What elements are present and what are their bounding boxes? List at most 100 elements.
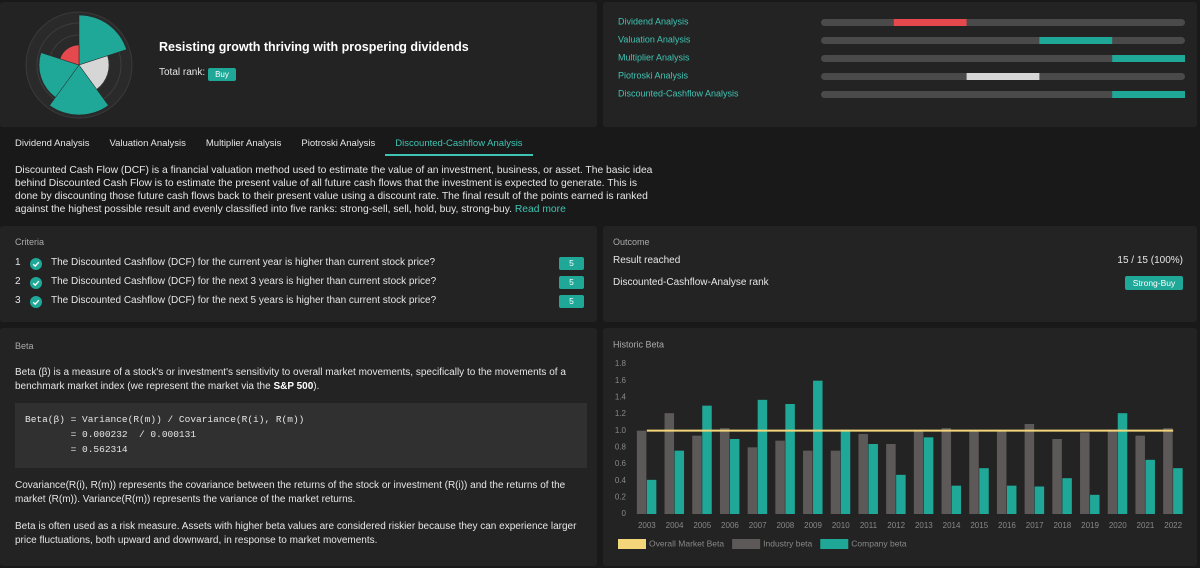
bar — [896, 474, 906, 514]
analysis-label: Multiplier Analysis — [618, 52, 690, 62]
rank-bars: Dividend Analysis Valuation Analysis Multi… — [618, 16, 1185, 98]
y-tick-label: 1.4 — [615, 392, 627, 401]
bar — [719, 428, 730, 514]
bar — [813, 380, 823, 514]
criterion-text: The Discounted Cashflow (DCF) for the ne… — [51, 276, 437, 287]
y-tick-label: 1.6 — [615, 376, 627, 385]
rank-segment — [1112, 91, 1185, 98]
bar — [996, 430, 1007, 514]
x-tick-label: 2011 — [860, 521, 878, 530]
summary-title: Resisting growth thriving with prosperin… — [159, 40, 469, 54]
bar — [941, 428, 952, 514]
bar — [969, 430, 979, 514]
check-icon — [30, 257, 42, 275]
bar — [747, 447, 758, 514]
bar — [646, 479, 657, 514]
rank-segment — [966, 73, 1040, 80]
tab[interactable]: Discounted-Cashflow Analysis — [385, 134, 533, 156]
bar — [1034, 486, 1045, 514]
result-label: Result reached — [613, 255, 681, 266]
y-tick-label: 0.4 — [615, 476, 627, 485]
beta-intro: Beta (β) is a measure of a stock's or in… — [15, 366, 575, 394]
analysis-label: Valuation Analysis — [618, 34, 691, 44]
rank-label: Discounted-Cashflow-Analyse rank — [613, 277, 769, 288]
summary-panel: Resisting growth thriving with prosperin… — [0, 2, 597, 127]
polar-segment — [38, 52, 80, 98]
bar-track — [821, 55, 1185, 62]
bar — [1135, 435, 1145, 514]
code-line: Beta(β) = Variance(R(m)) / Covariance(R(… — [25, 414, 305, 425]
intro-bold: S&P 500 — [273, 381, 314, 392]
beta-paragraph: Covariance(R(i), R(m)) represents the co… — [15, 480, 566, 505]
bar — [1163, 428, 1173, 514]
chart-title: Historic Beta — [613, 339, 664, 349]
bar — [1117, 413, 1128, 514]
outcome-panel: Outcome Result reached 15 / 15 (100%) Di… — [603, 226, 1197, 322]
bar — [803, 450, 813, 514]
bar — [1006, 485, 1017, 514]
bar — [674, 450, 685, 514]
x-tick-label: 2019 — [1081, 521, 1099, 530]
bar — [858, 434, 868, 514]
y-tick-label: 1.2 — [615, 409, 627, 418]
polar-segment — [49, 64, 109, 116]
x-tick-label: 2016 — [998, 521, 1016, 530]
criterion-number: 1 — [15, 257, 21, 268]
check-icon — [30, 276, 42, 294]
chart: Historic Beta 0 0.2 0.4 0.6 0.8 1.0 1.2 1.4 1.6 1… — [613, 339, 1183, 549]
bar — [830, 450, 841, 514]
bar — [1062, 478, 1072, 514]
x-tick-label: 2009 — [804, 521, 822, 530]
x-tick-label: 2004 — [666, 521, 684, 530]
x-tick-label: 2014 — [943, 521, 961, 530]
description-text: Discounted Cash Flow (DCF) is a financia… — [15, 165, 653, 215]
y-tick-label: 0 — [622, 509, 627, 518]
y-tick-label: 0.2 — [615, 492, 627, 501]
analysis-label: Piotroski Analysis — [618, 70, 689, 80]
read-more-link[interactable]: Read more — [514, 204, 566, 215]
polar-chart — [25, 11, 133, 119]
legend-label: Company beta — [851, 538, 907, 548]
code-line: = 0.562314 — [25, 444, 128, 455]
criterion-text: The Discounted Cashflow (DCF) for the cu… — [51, 257, 436, 268]
bar — [636, 430, 647, 514]
x-tick-label: 2005 — [693, 521, 711, 530]
x-tick-label: 2013 — [915, 521, 933, 530]
y-tick-label: 1.0 — [615, 426, 627, 435]
tab[interactable]: Multiplier Analysis — [205, 138, 282, 149]
bar-track — [821, 37, 1185, 44]
score-badge: 5 — [559, 295, 584, 308]
description: Discounted Cash Flow (DCF) is a financia… — [15, 164, 655, 216]
legend-label: Industry beta — [763, 538, 812, 548]
check — [30, 277, 42, 289]
x-tick-label: 2010 — [832, 521, 850, 530]
bar — [840, 429, 851, 514]
rank-badge: Strong-Buy — [1125, 276, 1183, 290]
bar — [702, 405, 712, 514]
bar — [664, 413, 675, 514]
x-tick-label: 2007 — [749, 521, 767, 530]
bar — [775, 440, 785, 514]
bar-track — [821, 91, 1185, 98]
rank-segment — [1039, 37, 1113, 44]
check — [30, 258, 42, 270]
x-tick-label: 2006 — [721, 521, 739, 530]
bar — [1090, 494, 1100, 514]
outcome-title: Outcome — [613, 237, 650, 247]
criterion-number: 3 — [15, 295, 21, 306]
polar-segment — [78, 14, 127, 66]
x-tick-label: 2012 — [887, 521, 905, 530]
tab[interactable]: Piotroski Analysis — [301, 138, 376, 149]
bar — [692, 435, 702, 514]
legend-label: Overall Market Beta — [649, 538, 724, 548]
bar — [886, 444, 896, 514]
bar — [868, 444, 878, 514]
criterion-number: 2 — [15, 276, 21, 287]
polar-segment — [59, 44, 80, 66]
beta-panel: Beta Beta (β) is a measure of a stock's … — [0, 328, 597, 566]
tab[interactable]: Dividend Analysis — [15, 138, 90, 149]
bar — [979, 468, 989, 514]
tab[interactable]: Valuation Analysis — [109, 138, 186, 149]
bar — [1145, 459, 1155, 514]
x-tick-label: 2021 — [1137, 521, 1155, 530]
